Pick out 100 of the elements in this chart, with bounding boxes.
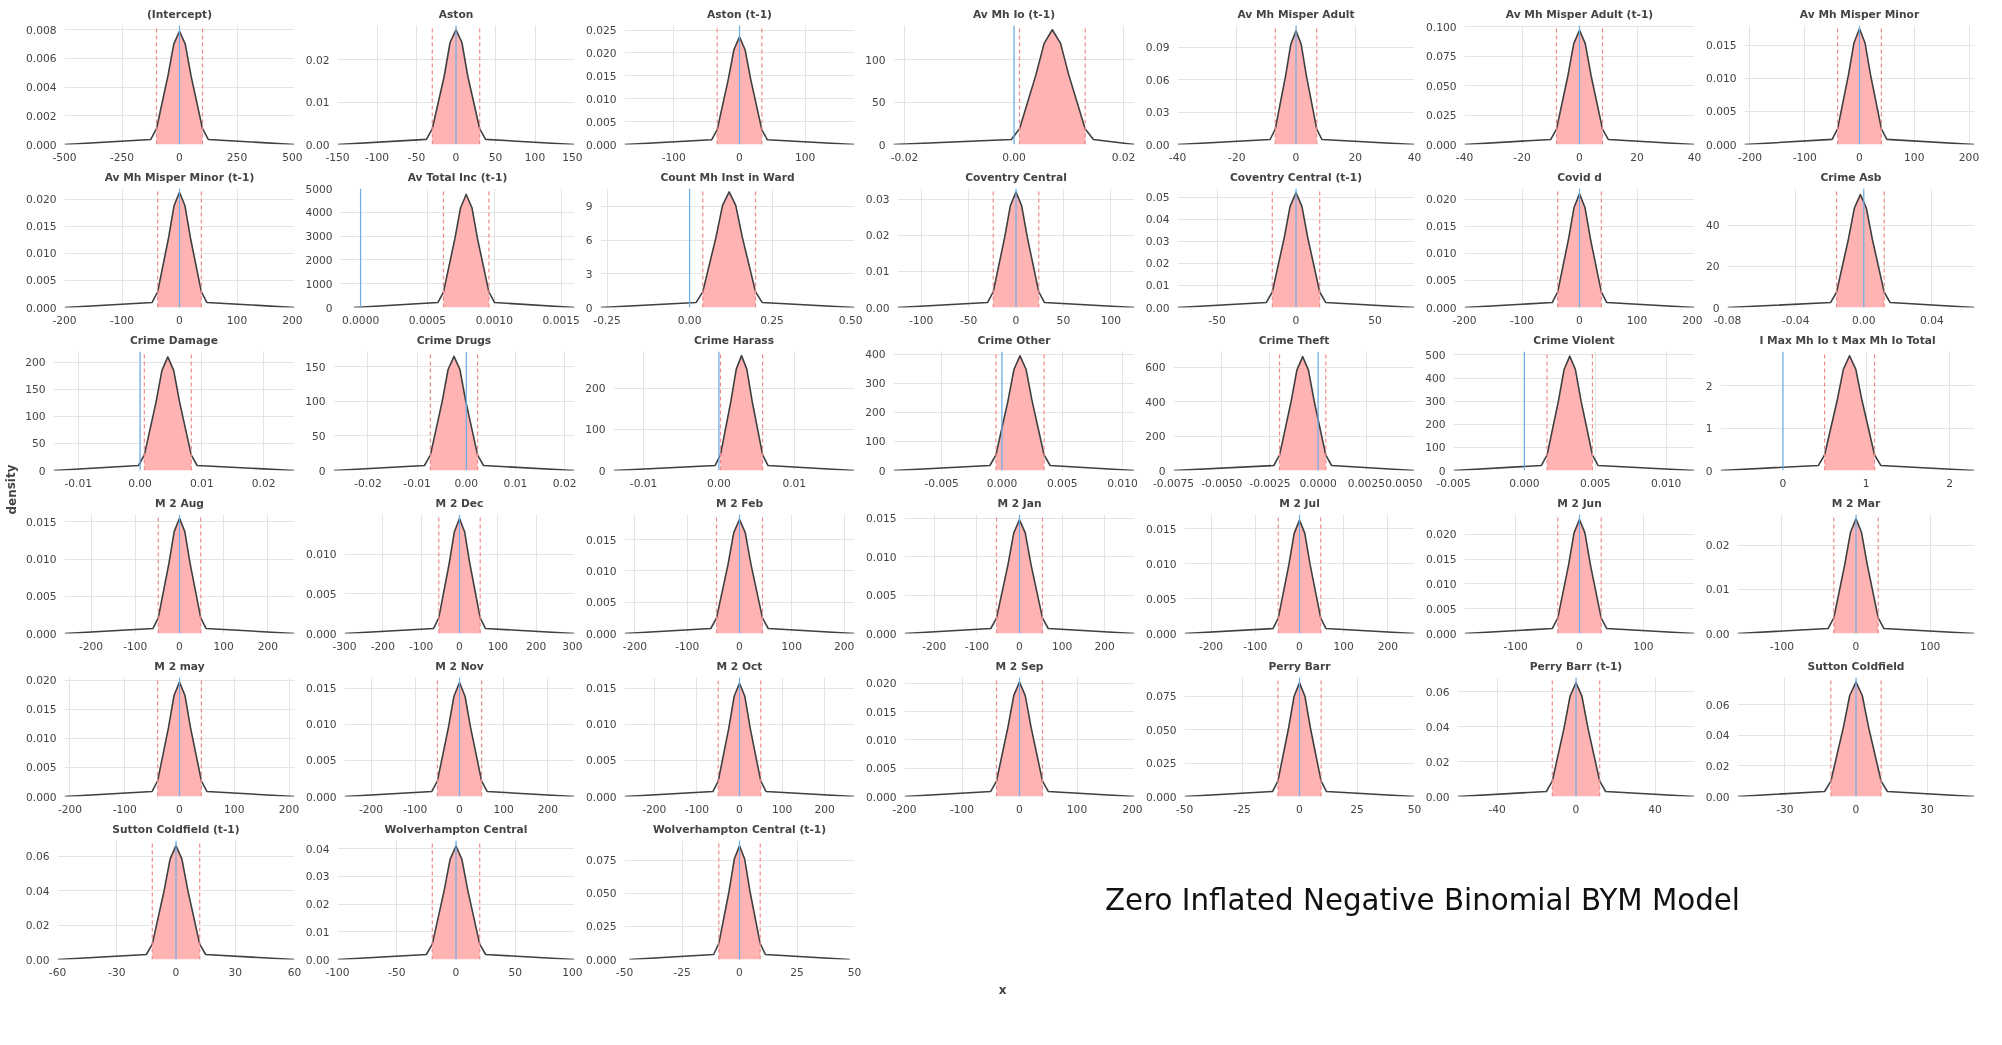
chart-title: M 2 Mar [1831, 496, 1881, 510]
x-tick-label: 0 [1572, 802, 1580, 816]
chart-title: Crime Asb [1820, 170, 1882, 184]
y-tick-label: 0.015 [1425, 553, 1457, 567]
y-tick-label: 300 [1425, 395, 1446, 409]
x-tick-label: 100 [224, 802, 245, 816]
x-tick-label: 200 [282, 313, 303, 327]
x-tick-label: -25 [673, 965, 691, 979]
y-tick-label: 0.000 [585, 953, 617, 967]
y-tick-label: 0.02 [1145, 257, 1170, 271]
x-tick-label: 200 [814, 802, 836, 816]
y-tick-label: 0.03 [1145, 106, 1170, 120]
y-tick-label: 0.005 [1145, 592, 1177, 606]
y-tick-label: 0.010 [585, 92, 617, 106]
y-tick-label: 400 [865, 348, 886, 362]
x-tick-label: 0.04 [1920, 313, 1944, 327]
x-tick-label: 60 [287, 965, 302, 979]
y-tick-label: 1 [1705, 422, 1713, 435]
y-tick-label: 0 [598, 464, 606, 478]
y-tick-label: 0.005 [305, 587, 337, 601]
x-tick-label: -50 [407, 150, 426, 164]
y-tick-label: 0.02 [1425, 755, 1450, 769]
x-tick-label: 200 [1377, 639, 1399, 653]
y-tick-label: 0.00 [1425, 790, 1450, 804]
x-tick-label: 0.00 [128, 476, 153, 490]
x-tick-label: 0.01 [782, 476, 807, 490]
y-tick-label: 0.005 [1425, 274, 1457, 288]
y-tick-label: 0.000 [25, 627, 57, 641]
y-tick-label: 0.010 [1145, 557, 1177, 571]
x-tick-label: -0.0050 [1201, 476, 1243, 490]
y-tick-label: 600 [1145, 361, 1166, 375]
x-tick-label: 50 [1368, 313, 1382, 327]
y-tick-label: 0.000 [1425, 627, 1457, 641]
chart-title: Crime Other [977, 333, 1052, 347]
y-tick-label: 0 [1705, 464, 1713, 478]
x-tick-label: 0 [736, 965, 744, 979]
y-tick-label: 0.010 [305, 548, 337, 562]
x-tick-label: 100 [493, 802, 515, 816]
x-tick-label: -40 [1488, 802, 1506, 816]
x-tick-label: 0.00 [1851, 313, 1876, 327]
x-tick-label: 50 [1056, 313, 1071, 327]
y-tick-label: 0.06 [25, 850, 50, 864]
chart-title: Perry Barr (t-1) [1529, 659, 1623, 673]
y-tick-label: 0.005 [585, 596, 617, 610]
y-tick-label: 0.015 [305, 682, 337, 696]
x-tick-label: -0.005 [924, 476, 959, 490]
y-tick-label: 0.005 [25, 274, 57, 288]
y-tick-label: 0.015 [25, 220, 57, 234]
x-tick-label: -100 [364, 150, 390, 164]
chart-title: M 2 Dec [435, 496, 484, 510]
chart-title: Crime Damage [130, 333, 218, 347]
chart-title: Av Mh Misper Minor (t-1) [104, 170, 255, 184]
chart-title: Count Mh Inst in Ward [660, 170, 795, 184]
y-tick-label: 0.015 [1145, 522, 1177, 536]
x-tick-label: -0.04 [1781, 313, 1810, 327]
x-tick-label: 100 [771, 802, 793, 816]
x-tick-label: 0.0015 [542, 313, 580, 327]
x-tick-label: 100 [1904, 150, 1925, 164]
x-tick-label: 30 [228, 965, 243, 979]
x-tick-label: 0 [452, 965, 460, 979]
y-tick-label: 200 [865, 406, 886, 420]
chart-title: Crime Theft [1258, 333, 1330, 347]
y-tick-label: 0.015 [585, 533, 617, 547]
x-tick-label: 0.0050 [1385, 476, 1423, 490]
y-tick-label: 0.004 [25, 81, 57, 95]
y-tick-label: 0.020 [25, 674, 57, 688]
y-tick-label: 50 [311, 429, 326, 443]
x-tick-label: 200 [1122, 802, 1143, 816]
x-tick-label: 0.01 [503, 476, 528, 490]
x-tick-label: -100 [684, 802, 710, 816]
y-tick-label: 0 [325, 301, 333, 315]
chart-title: M 2 Sep [995, 659, 1044, 673]
x-tick-label: 25 [1350, 802, 1364, 816]
x-tick-label: -0.0075 [1152, 476, 1195, 490]
y-tick-label: 0.008 [25, 23, 57, 37]
x-tick-label: 100 [1626, 313, 1648, 327]
y-tick-label: 0.015 [585, 682, 617, 696]
chart-title: M 2 Jan [997, 496, 1042, 510]
y-tick-label: 0.050 [585, 887, 617, 901]
x-tick-label: -200 [57, 802, 83, 816]
x-tick-label: 0 [176, 313, 184, 327]
y-tick-label: 0 [878, 464, 886, 478]
x-tick-label: -0.02 [354, 476, 382, 490]
x-tick-label: 200 [257, 639, 279, 653]
x-tick-label: -200 [922, 639, 947, 653]
x-tick-label: -100 [909, 313, 934, 327]
y-tick-label: 0.025 [585, 24, 617, 38]
chart-title: M 2 Nov [435, 659, 484, 673]
y-tick-label: 0.000 [305, 790, 337, 804]
y-tick-label: 0.025 [1145, 757, 1177, 771]
y-tick-label: 200 [25, 356, 46, 370]
x-tick-label: 50 [847, 965, 862, 979]
y-tick-label: 0.02 [25, 919, 50, 933]
chart-title: Covid d [1557, 170, 1602, 184]
text: x [998, 982, 1007, 997]
chart-title: M 2 Oct [716, 659, 763, 673]
y-tick-label: 0 [1438, 464, 1446, 478]
y-tick-label: 1000 [305, 277, 333, 291]
x-tick-label: 0.00 [1002, 150, 1027, 164]
x-tick-label: -200 [370, 639, 396, 653]
